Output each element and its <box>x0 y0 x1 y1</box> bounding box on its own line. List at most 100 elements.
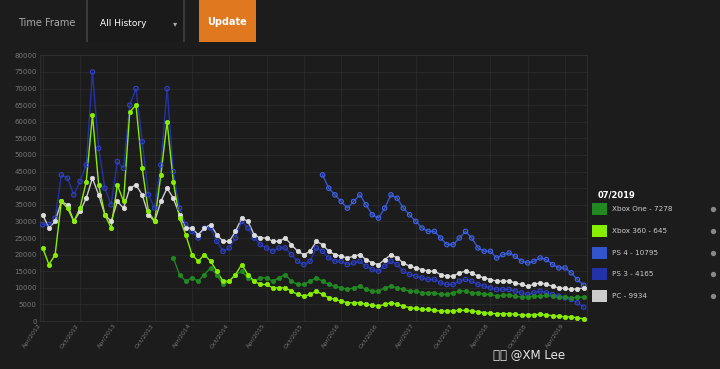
Point <box>317 292 328 297</box>
Point <box>497 292 508 298</box>
Point <box>392 255 403 261</box>
Point <box>510 254 521 259</box>
Point <box>261 275 272 281</box>
Point <box>416 266 428 272</box>
Point <box>130 182 142 188</box>
Point <box>86 112 98 118</box>
Point <box>385 283 397 289</box>
Point <box>274 238 285 244</box>
Point <box>348 199 359 204</box>
Point <box>460 307 472 313</box>
Point <box>336 254 347 259</box>
Point <box>50 215 61 221</box>
Point <box>360 301 372 307</box>
Point <box>360 286 372 292</box>
Point <box>310 275 322 281</box>
Point <box>516 294 527 300</box>
Point <box>541 257 552 263</box>
Point <box>305 258 316 264</box>
Point <box>485 292 496 297</box>
Point <box>217 282 229 287</box>
Point <box>503 278 515 284</box>
Point <box>510 288 521 294</box>
Point <box>205 265 217 271</box>
Point <box>410 218 422 224</box>
Text: All History: All History <box>100 19 146 28</box>
Point <box>397 303 409 309</box>
Point <box>397 286 409 292</box>
Point <box>155 172 166 178</box>
Point <box>354 192 366 198</box>
Point <box>572 286 583 292</box>
Point <box>373 262 384 268</box>
Point <box>572 315 583 321</box>
Point <box>472 282 484 287</box>
Point <box>435 292 446 297</box>
Point <box>466 270 477 276</box>
Point <box>366 302 378 308</box>
Point <box>404 288 415 294</box>
Point <box>50 252 61 258</box>
Point <box>559 294 571 300</box>
Point <box>205 258 217 264</box>
Text: PS 3 - 4165: PS 3 - 4165 <box>612 271 654 277</box>
Point <box>466 235 477 241</box>
Point <box>267 238 279 244</box>
Point <box>223 278 235 284</box>
Point <box>143 192 154 198</box>
Point <box>161 119 173 125</box>
Point <box>99 212 111 218</box>
Point <box>466 308 477 314</box>
Point <box>323 282 335 287</box>
Point <box>342 205 354 211</box>
Point <box>547 262 559 268</box>
Point <box>342 300 354 306</box>
Point <box>416 306 428 312</box>
Point <box>74 205 86 211</box>
Point <box>174 205 185 211</box>
Point <box>180 222 192 228</box>
Point <box>354 283 366 289</box>
Point <box>553 265 564 271</box>
Point <box>317 278 328 284</box>
Bar <box>592 269 607 280</box>
Point <box>441 242 453 248</box>
Point <box>460 277 472 283</box>
Point <box>336 258 347 264</box>
Point <box>410 273 422 279</box>
Point <box>217 238 229 244</box>
Point <box>553 294 564 300</box>
Point <box>329 297 341 303</box>
Point <box>155 199 166 204</box>
Point <box>466 278 477 284</box>
Point <box>155 162 166 168</box>
Point <box>366 260 378 266</box>
Point <box>186 225 198 231</box>
Point <box>292 282 303 287</box>
Point <box>55 172 67 178</box>
Point <box>74 208 86 214</box>
Point <box>565 286 577 292</box>
Point <box>534 255 546 261</box>
Point <box>286 278 297 284</box>
Point <box>43 222 55 228</box>
Point <box>572 277 583 283</box>
Point <box>342 262 354 268</box>
Point <box>174 215 185 221</box>
Point <box>99 212 111 218</box>
Point <box>478 292 490 297</box>
Point <box>105 202 117 208</box>
Point <box>317 242 328 248</box>
Point <box>510 311 521 317</box>
Point <box>342 286 354 292</box>
Point <box>565 270 577 276</box>
Point <box>168 255 179 261</box>
Point <box>124 109 135 115</box>
Point <box>55 199 67 204</box>
Point <box>242 275 253 281</box>
Point <box>274 245 285 251</box>
Point <box>310 238 322 244</box>
Point <box>497 286 508 292</box>
Point <box>565 295 577 301</box>
Point <box>497 311 508 317</box>
